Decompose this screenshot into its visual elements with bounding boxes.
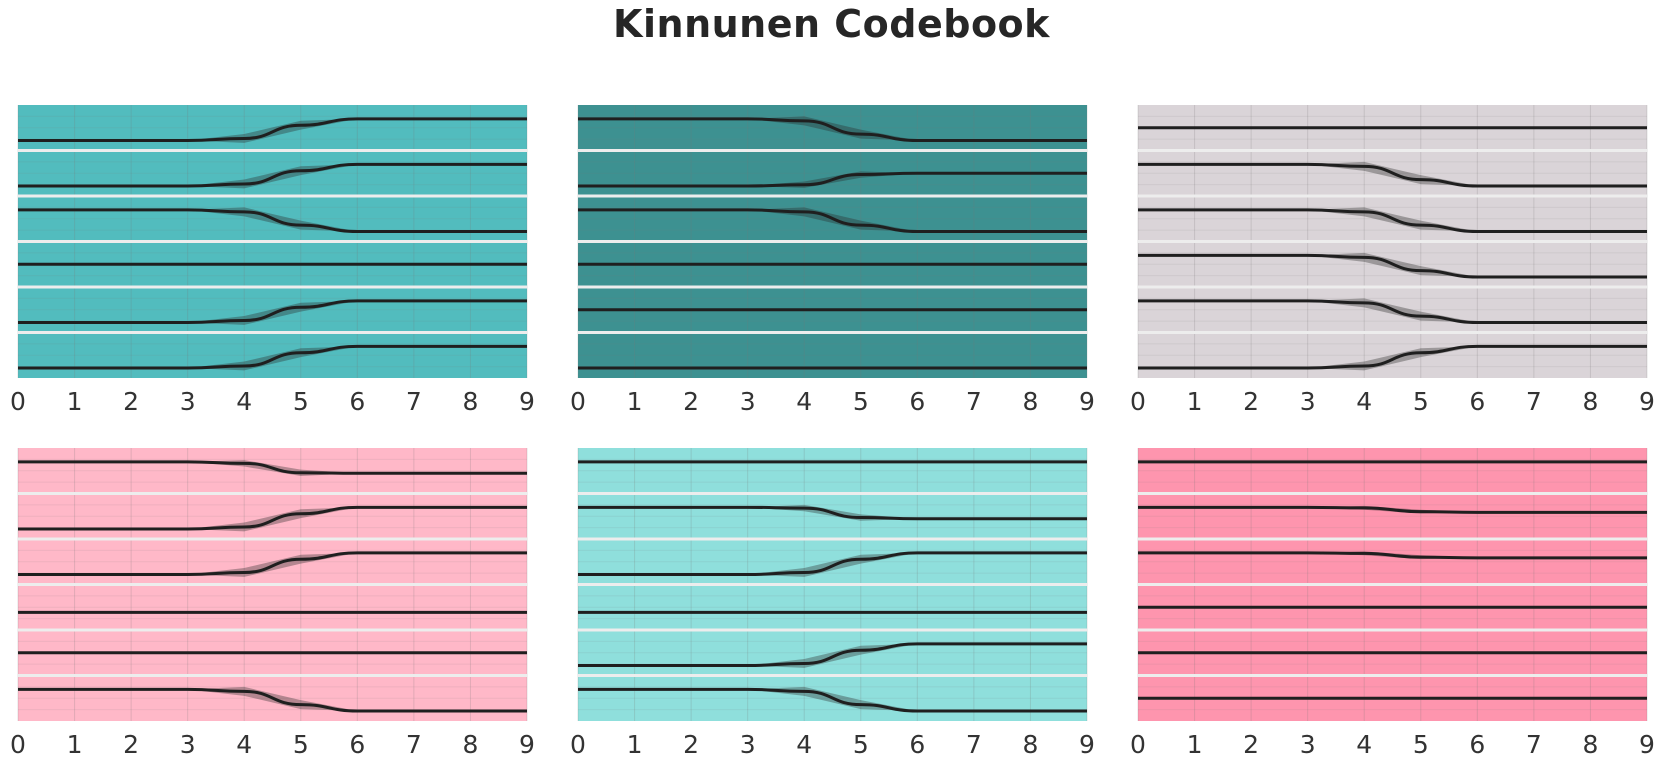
x-tick-label: 8 [1022, 730, 1038, 759]
panel-1: 0 1 2 3 4 5 6 7 8 9 [10, 105, 535, 416]
series-line-1 [578, 117, 1087, 143]
series-line-4 [1138, 253, 1647, 279]
x-tick-label: 2 [1243, 387, 1259, 416]
x-tick-label: 8 [462, 387, 478, 416]
figure-title: Kinnunen Codebook [613, 2, 1050, 46]
series-line-2 [18, 505, 527, 531]
x-tick-label: 8 [1582, 387, 1598, 416]
x-tick-label: 6 [349, 387, 365, 416]
x-tick-label: 1 [627, 730, 643, 759]
series-line-1 [18, 117, 527, 143]
x-tick-label: 2 [123, 730, 139, 759]
x-tick-label: 4 [796, 730, 812, 759]
x-tick-label: 5 [1413, 730, 1429, 759]
x-tick-label: 1 [627, 387, 643, 416]
x-tick-label: 6 [1469, 387, 1485, 416]
x-tick-label: 7 [966, 387, 982, 416]
x-tick-label: 0 [570, 730, 586, 759]
series-line-2 [1137, 162, 1647, 188]
x-tick-label: 1 [1187, 387, 1203, 416]
x-tick-label: 6 [349, 730, 365, 759]
x-tick-label: 0 [10, 730, 26, 759]
x-tick-label: 4 [1356, 730, 1372, 759]
x-tick-label: 8 [1022, 387, 1038, 416]
x-tick-label: 6 [1469, 730, 1485, 759]
x-tick-label: 9 [1079, 387, 1095, 416]
x-tick-label: 3 [180, 730, 196, 759]
x-tick-label: 7 [1526, 730, 1542, 759]
x-tick-label: 2 [1243, 730, 1259, 759]
x-tick-label: 0 [1130, 730, 1146, 759]
x-tick-label: 4 [1356, 387, 1372, 416]
x-tick-label: 3 [740, 387, 756, 416]
series-line-5 [578, 642, 1087, 668]
x-tick-label: 3 [740, 730, 756, 759]
x-tick-label: 8 [462, 730, 478, 759]
panel-6: 0 1 2 3 4 5 6 7 8 9 [1130, 448, 1655, 759]
x-tick-label: 1 [1187, 730, 1203, 759]
series-line-3 [18, 208, 527, 234]
series-line-6 [578, 687, 1087, 713]
x-tick-label: 9 [1079, 730, 1095, 759]
series-line-6 [18, 344, 527, 370]
x-tick-label: 5 [293, 387, 309, 416]
x-tick-label: 1 [67, 387, 83, 416]
panel-4: 0 1 2 3 4 5 6 7 8 9 [10, 448, 535, 759]
x-tick-label: 5 [853, 387, 869, 416]
x-tick-label: 7 [966, 730, 982, 759]
series-line-3 [17, 551, 527, 577]
x-tick-label: 2 [123, 387, 139, 416]
x-tick-label: 3 [180, 387, 196, 416]
x-tick-label: 4 [236, 730, 252, 759]
x-tick-label: 7 [1526, 387, 1542, 416]
series-line-6 [1138, 344, 1647, 370]
panel-3: 0 1 2 3 4 5 6 7 8 9 [1130, 105, 1655, 416]
x-tick-label: 2 [683, 387, 699, 416]
x-tick-label: 7 [406, 387, 422, 416]
series-line-3 [578, 208, 1087, 234]
panel-2: 0 1 2 3 4 5 6 7 8 9 [570, 105, 1095, 416]
x-tick-label: 7 [406, 730, 422, 759]
series-line-2 [578, 171, 1087, 188]
x-tick-label: 9 [1639, 730, 1655, 759]
x-tick-label: 5 [853, 730, 869, 759]
x-tick-label: 9 [519, 387, 535, 416]
series-line-2 [18, 162, 527, 188]
x-tick-label: 5 [293, 730, 309, 759]
series-line-3 [1138, 208, 1647, 234]
series-line-5 [1138, 299, 1647, 324]
series-line-2 [578, 505, 1087, 521]
panel-5: 0 1 2 3 4 5 6 7 8 9 [570, 448, 1095, 759]
series-line-2 [1138, 505, 1647, 514]
x-tick-label: 6 [909, 730, 925, 759]
x-tick-label: 9 [519, 730, 535, 759]
x-tick-label: 9 [1639, 387, 1655, 416]
series-line-5 [18, 299, 527, 324]
x-tick-label: 8 [1582, 730, 1598, 759]
series-line-1 [17, 460, 527, 475]
x-tick-label: 0 [1130, 387, 1146, 416]
x-tick-label: 0 [570, 387, 586, 416]
x-tick-label: 6 [909, 387, 925, 416]
x-tick-label: 2 [683, 730, 699, 759]
x-tick-label: 1 [67, 730, 83, 759]
x-tick-label: 4 [236, 387, 252, 416]
x-tick-label: 3 [1300, 730, 1316, 759]
series-line-3 [577, 551, 1087, 577]
x-tick-label: 0 [10, 387, 26, 416]
x-tick-label: 3 [1300, 387, 1316, 416]
series-line-6 [18, 687, 527, 713]
x-tick-label: 4 [796, 387, 812, 416]
x-tick-label: 5 [1413, 387, 1429, 416]
series-line-3 [1138, 551, 1647, 560]
